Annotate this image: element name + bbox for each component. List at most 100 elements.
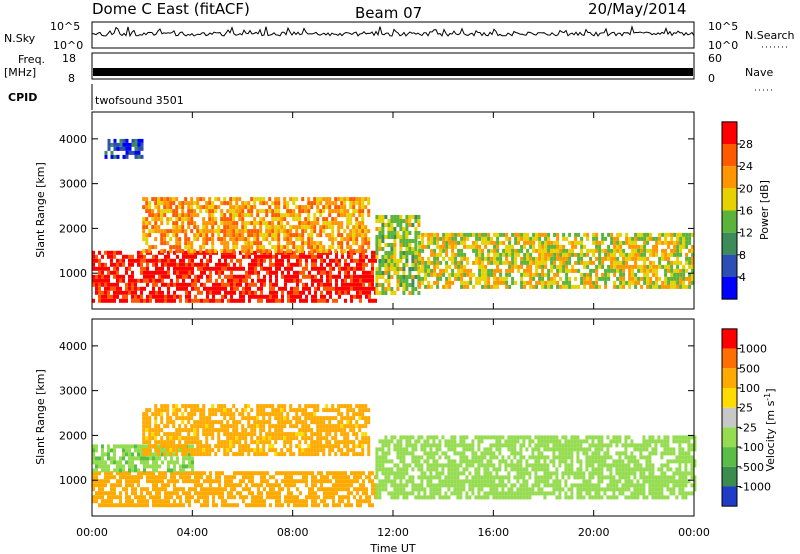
heatmap-cell [167, 286, 170, 291]
heatmap-cell [374, 298, 377, 303]
heatmap-cell [140, 487, 143, 492]
heatmap-cell [262, 424, 266, 429]
heatmap-cell [305, 471, 308, 476]
heatmap-cell [211, 217, 215, 222]
heatmap-cell [691, 232, 695, 237]
heatmap-cell [445, 264, 449, 269]
heatmap-cell [275, 262, 278, 267]
heatmap-cell [480, 463, 484, 468]
heatmap-cell [182, 468, 185, 473]
heatmap-cell [453, 443, 457, 448]
heatmap-cell [215, 479, 218, 484]
heatmap-cell [436, 256, 440, 261]
heatmap-cell [544, 232, 548, 237]
heatmap-cell [323, 294, 326, 299]
heatmap-cell [311, 254, 314, 259]
heatmap-cell [223, 229, 227, 234]
heatmap-cell [202, 412, 206, 417]
heatmap-cell [358, 444, 362, 449]
heatmap-cell [154, 436, 158, 441]
heatmap-cell [256, 448, 260, 453]
colorbar-tick-label: 12 [739, 227, 753, 240]
heatmap-cell [625, 256, 629, 261]
heatmap-cell [685, 252, 689, 257]
heatmap-cell [355, 444, 359, 449]
heatmap-cell [248, 266, 251, 271]
heatmap-cell [356, 294, 359, 299]
heatmap-cell [355, 229, 359, 234]
heatmap-cell [152, 262, 155, 267]
heatmap-cell [173, 298, 176, 303]
heatmap-cell [304, 428, 308, 433]
heatmap-cell [390, 243, 394, 247]
heatmap-cell [140, 278, 143, 283]
heatmap-cell [244, 245, 248, 250]
heatmap-cell [450, 443, 454, 448]
heatmap-cell [122, 278, 125, 283]
heatmap-cell [607, 232, 611, 237]
heatmap-cell [259, 225, 263, 230]
heatmap-cell [286, 249, 290, 254]
heatmap-cell [484, 256, 488, 261]
heatmap-cell [194, 278, 197, 283]
heatmap-cell [169, 420, 173, 425]
heatmap-cell [116, 258, 119, 263]
heatmap-cell [272, 475, 275, 480]
heatmap-cell [565, 248, 569, 253]
heatmap-cell [197, 475, 200, 480]
heatmap-cell [307, 213, 311, 218]
heatmap-cell [275, 471, 278, 476]
heatmap-cell [116, 294, 119, 299]
heatmap-cell [229, 225, 233, 230]
heatmap-cell [322, 416, 326, 421]
heatmap-cell [355, 241, 359, 246]
heatmap-cell [556, 272, 560, 277]
heatmap-cell [143, 471, 146, 476]
heatmap-cell [341, 254, 344, 259]
heatmap-cell [571, 240, 575, 245]
heatmap-cell [116, 290, 119, 295]
heatmap-cell [435, 459, 439, 464]
heatmap-cell [420, 495, 424, 500]
heatmap-cell [478, 236, 482, 241]
heatmap-cell [283, 436, 287, 441]
heatmap-cell [131, 452, 134, 457]
heatmap-cell [544, 264, 548, 269]
heatmap-cell [107, 250, 110, 255]
heatmap-cell [442, 240, 446, 245]
heatmap-cell [316, 424, 320, 429]
heatmap-cell [322, 209, 326, 214]
freq-tick-low: 8 [68, 72, 75, 85]
heatmap-cell [658, 236, 662, 241]
heatmap-cell [92, 456, 95, 461]
heatmap-cell [166, 205, 170, 210]
heatmap-cell [116, 483, 119, 488]
heatmap-cell [493, 252, 497, 257]
heatmap-cell [474, 479, 478, 484]
heatmap-cell [454, 240, 458, 245]
heatmap-cell [143, 270, 146, 275]
heatmap-cell [122, 262, 125, 267]
heatmap-cell [163, 233, 167, 238]
heatmap-cell [565, 260, 569, 265]
heatmap-cell [538, 232, 542, 237]
heatmap-cell [507, 471, 511, 476]
heatmap-cell [128, 278, 131, 283]
heatmap-cell [265, 404, 269, 409]
heatmap-cell [284, 479, 287, 484]
heatmap-cell [280, 229, 284, 234]
heatmap-cell [495, 475, 499, 480]
heatmap-cell [319, 201, 323, 206]
heatmap-cell [185, 250, 188, 255]
heatmap-cell [349, 197, 353, 202]
heatmap-cell [158, 266, 161, 271]
heatmap-cell [208, 229, 212, 234]
heatmap-cell [313, 404, 317, 409]
heatmap-cell [305, 262, 308, 267]
heatmap-cell [396, 463, 400, 468]
heatmap-cell [556, 280, 560, 285]
heatmap-cell [173, 258, 176, 263]
heatmap-cell [535, 284, 539, 289]
heatmap-cell [444, 451, 448, 456]
heatmap-cell [268, 412, 272, 417]
